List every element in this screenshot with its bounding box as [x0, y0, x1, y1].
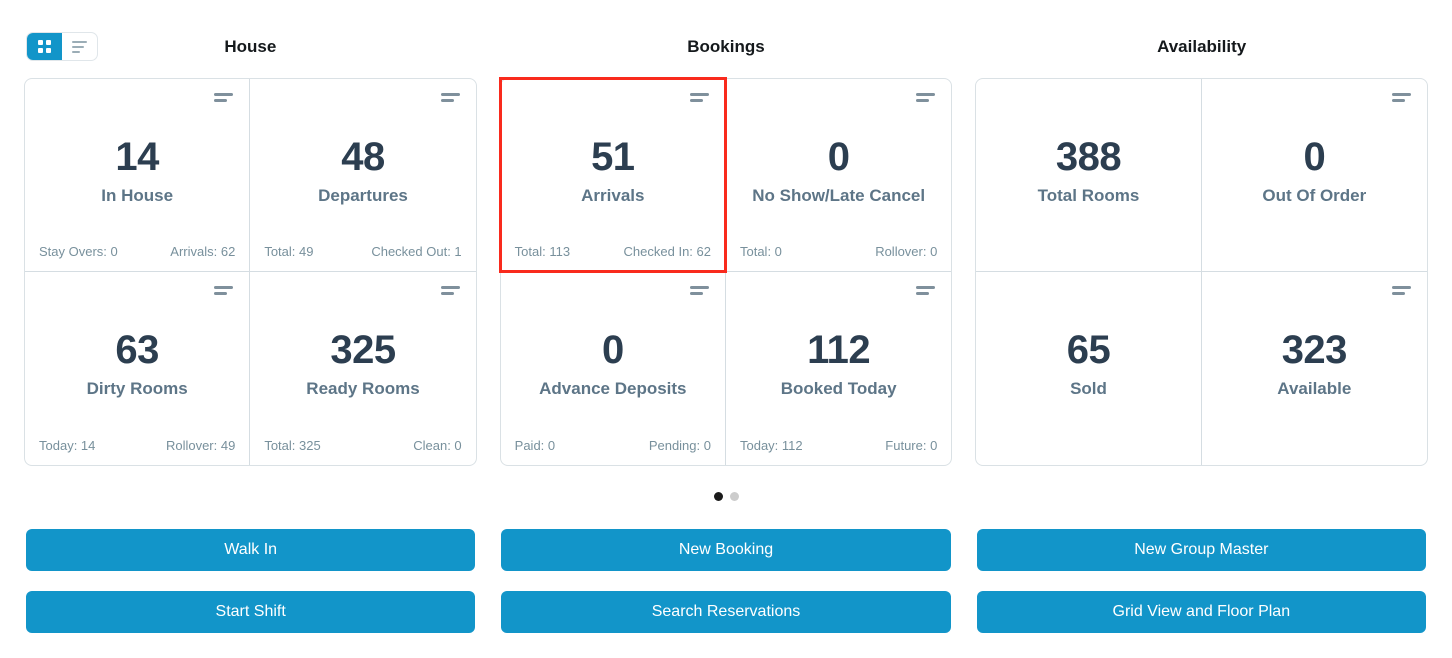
card-menu-icon[interactable]	[1391, 286, 1411, 295]
section-title: Bookings	[687, 37, 765, 56]
card-label: Advance Deposits	[539, 379, 687, 398]
card-stat-right: Future: 0	[885, 438, 938, 453]
card-menu-icon[interactable]	[689, 93, 709, 102]
section-bookings: Bookings 51 Arrivals Total: 113 Checked …	[498, 32, 953, 466]
card-value: 323	[1281, 328, 1348, 372]
card-value: 0	[601, 328, 624, 372]
card-menu-icon[interactable]	[440, 286, 460, 295]
advance-deposits-card[interactable]: 0 Advance Deposits Paid: 0 Pending: 0	[501, 272, 726, 465]
dashboard: House 14 In House Stay Overs: 0 Arrivals…	[0, 32, 1452, 633]
card-stat-right: Clean: 0	[413, 438, 462, 453]
total-rooms-card[interactable]: 388 Total Rooms	[976, 79, 1202, 272]
new-booking-button[interactable]: New Booking	[501, 529, 951, 571]
card-menu-icon[interactable]	[214, 93, 234, 102]
sold-card[interactable]: 65 Sold	[976, 272, 1202, 465]
section-panel: 14 In House Stay Overs: 0 Arrivals: 62 4…	[24, 78, 477, 466]
card-menu-icon[interactable]	[916, 286, 936, 295]
card-label: Booked Today	[780, 379, 897, 398]
section-availability: Availability 388 Total Rooms 0 Out Of Or…	[975, 32, 1428, 466]
card-stat-right: Rollover: 49	[165, 438, 236, 453]
card-value: 14	[115, 135, 159, 179]
start-shift-button[interactable]: Start Shift	[26, 591, 476, 633]
new-group-master-button[interactable]: New Group Master	[976, 529, 1426, 571]
card-stat-right: Checked In: 62	[623, 244, 711, 259]
dirty-rooms-card[interactable]: 63 Dirty Rooms Today: 14 Rollover: 49	[25, 272, 251, 465]
no-show-late-cancel-card[interactable]: 0 No Show/Late Cancel Total: 0 Rollover:…	[725, 79, 952, 272]
card-stat-left: Total: 49	[264, 244, 314, 259]
section-house: House 14 In House Stay Overs: 0 Arrivals…	[24, 32, 477, 466]
search-reservations-button[interactable]: Search Reservations	[501, 591, 951, 633]
card-stat-left: Today: 112	[739, 438, 803, 453]
card-menu-icon[interactable]	[1391, 93, 1411, 102]
card-menu-icon[interactable]	[916, 93, 936, 102]
card-label: In House	[101, 186, 174, 205]
card-value: 388	[1055, 135, 1122, 179]
list-view-button[interactable]	[62, 33, 97, 60]
card-stat-right: Arrivals: 62	[170, 244, 236, 259]
ready-rooms-card[interactable]: 325 Ready Rooms Total: 325 Clean: 0	[250, 272, 475, 465]
section-title: Availability	[1157, 37, 1247, 56]
card-value: 112	[807, 328, 871, 372]
stats-board: House 14 In House Stay Overs: 0 Arrivals…	[24, 32, 1428, 466]
card-menu-icon[interactable]	[214, 286, 234, 295]
card-label: Sold	[1070, 379, 1107, 398]
grid-view-icon	[38, 40, 51, 53]
page-dot-1[interactable]	[713, 492, 723, 501]
section-title: House	[224, 37, 277, 56]
card-label: Total Rooms	[1037, 186, 1140, 205]
card-value: 51	[591, 135, 635, 179]
card-value: 63	[115, 328, 159, 372]
card-label: No Show/Late Cancel	[752, 186, 926, 205]
section-panel: 51 Arrivals Total: 113 Checked In: 62 0 …	[498, 77, 953, 466]
card-menu-icon[interactable]	[440, 93, 460, 102]
card-stat-right: Checked Out: 1	[371, 244, 462, 259]
action-buttons: Walk In New Booking New Group Master Start …	[26, 529, 1426, 633]
card-value: 48	[341, 135, 385, 179]
in-house-card[interactable]: 14 In House Stay Overs: 0 Arrivals: 62	[25, 79, 251, 272]
card-stat-left: Total: 113	[514, 244, 571, 259]
out-of-order-card[interactable]: 0 Out Of Order	[1201, 79, 1427, 272]
card-value: 0	[1303, 135, 1326, 179]
card-label: Departures	[318, 186, 408, 205]
card-menu-icon[interactable]	[689, 286, 709, 295]
arrivals-card[interactable]: 51 Arrivals Total: 113 Checked In: 62	[498, 77, 728, 273]
booked-today-card[interactable]: 112 Booked Today Today: 112 Future: 0	[726, 272, 951, 465]
card-value: 0	[827, 135, 850, 179]
page-dot-2[interactable]	[729, 492, 739, 501]
departures-card[interactable]: 48 Departures Total: 49 Checked Out: 1	[250, 79, 476, 272]
card-label: Dirty Rooms	[86, 379, 188, 398]
available-card[interactable]: 323 Available	[1202, 272, 1427, 465]
list-view-icon	[72, 40, 87, 53]
card-stat-right: Pending: 0	[648, 438, 711, 453]
section-panel: 388 Total Rooms 0 Out Of Order 65 Sold	[975, 78, 1428, 466]
card-stat-right: Rollover: 0	[875, 244, 938, 259]
card-stat-left: Total: 0	[739, 244, 782, 259]
card-stat-left: Stay Overs: 0	[39, 244, 118, 259]
card-label: Out Of Order	[1262, 186, 1367, 205]
grid-view-and-floor-plan-button[interactable]: Grid View and Floor Plan	[976, 591, 1426, 633]
card-stat-left: Paid: 0	[514, 438, 556, 453]
card-value: 65	[1066, 328, 1111, 372]
card-label: Available	[1277, 379, 1352, 398]
card-label: Arrivals	[581, 186, 645, 205]
carousel-pagination	[0, 492, 1452, 501]
view-toggle	[26, 32, 98, 61]
card-stat-left: Total: 325	[264, 438, 321, 453]
card-label: Ready Rooms	[306, 379, 420, 398]
card-stat-left: Today: 14	[39, 438, 96, 453]
grid-view-button[interactable]	[27, 33, 62, 60]
card-value: 325	[330, 328, 396, 372]
walk-in-button[interactable]: Walk In	[26, 529, 476, 571]
